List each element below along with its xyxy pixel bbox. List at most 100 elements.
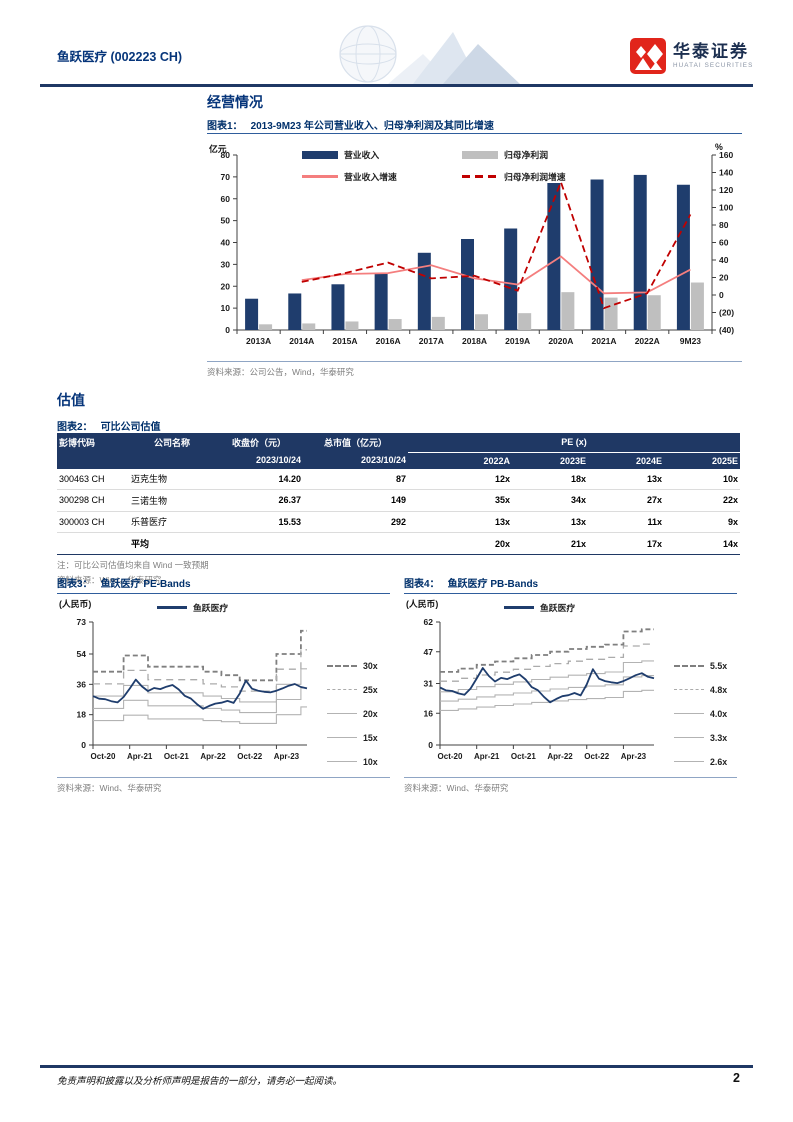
band-legend-item: 4.0x xyxy=(674,708,727,719)
fig3-block: 图表3： 鱼跃医疗 PE-Bands (人民币) 鱼跃医疗 0 18 36 54 73 Oc… xyxy=(57,575,390,793)
header-divider xyxy=(40,84,753,87)
y-tick-label: 36 xyxy=(77,679,87,689)
th-sub-7: 2025E xyxy=(664,452,741,469)
td-col-0: 300463 CH xyxy=(57,468,129,491)
right-tick-label: 160 xyxy=(719,150,733,160)
right-tick-label: (40) xyxy=(719,325,734,335)
band-label: 10x xyxy=(363,756,378,767)
legend-label: 营业收入增速 xyxy=(344,172,397,182)
td-avg-0 xyxy=(57,533,129,555)
x-tick-label: Oct-22 xyxy=(237,752,262,761)
revenue-bar xyxy=(633,174,647,330)
td-col-2: 15.53 xyxy=(215,511,303,534)
revenue-growth-line xyxy=(301,255,691,295)
right-tick-label: 80 xyxy=(719,220,729,230)
fig1-plot: 0 10 20 30 40 50 60 70 80 160 140 120 100 80 60 40 20 0 (2… xyxy=(221,150,735,346)
fig1-source: 资料来源：公司公告，Wind，华泰研究 xyxy=(207,367,354,377)
fig1-bottom-rule xyxy=(207,361,742,362)
td-col-5: 13x xyxy=(512,511,588,534)
th-company-name: 公司名称 xyxy=(129,433,215,452)
fig4-unit: (人民币) xyxy=(406,599,439,609)
td-col-0: 300003 CH xyxy=(57,511,129,534)
left-tick-label: 10 xyxy=(221,303,231,313)
band-label: 3.3x xyxy=(710,732,728,743)
x-tick-label: Oct-21 xyxy=(164,752,189,761)
stock-title: 鱼跃医疗 (002223 CH) xyxy=(57,50,183,64)
band-legend-item: 15x xyxy=(327,732,378,743)
table-row: 300003 CH 乐普医疗 15.53 292 13x 13x 11x 9x xyxy=(57,511,741,534)
netprofit-bar-swatch xyxy=(462,150,498,159)
fig1-caption-rule xyxy=(207,133,742,135)
band-line-swatch xyxy=(327,689,357,690)
netprofit-bar xyxy=(690,282,704,330)
netprofit-bar xyxy=(475,314,488,330)
band-legend-item: 2.6x xyxy=(674,756,727,767)
band-line-30x xyxy=(93,629,307,682)
y-tick-label: 16 xyxy=(424,708,434,718)
x-category-label: 2014A xyxy=(289,336,314,346)
netprofit-growth-line xyxy=(301,179,692,310)
fig2-caption: 图表2： 可比公司估值 xyxy=(57,418,161,433)
left-tick-label: 20 xyxy=(221,281,231,291)
th-sub-1 xyxy=(129,452,215,469)
band-line-swatch xyxy=(327,664,357,667)
fig1-legend-revenue-growth: 营业收入增速 xyxy=(302,170,397,183)
band-label: 2.6x xyxy=(710,756,728,767)
fig2-caption-title: 可比公司估值 xyxy=(100,422,161,433)
netprofit-bar xyxy=(518,313,532,330)
td-col-6: 11x xyxy=(588,511,664,534)
netprofit-bar xyxy=(388,319,402,330)
netprofit-growth-line-swatch xyxy=(462,175,498,178)
fig1-legend-revenue: 营业收入 xyxy=(302,148,379,161)
th-sub-3: 2023/10/24 xyxy=(303,452,408,469)
comparables-table-wrap: 彭博代码 公司名称 收盘价（元） 总市值（亿元） PE (x) 2023/10/24 202… xyxy=(57,433,741,586)
band-label: 4.8x xyxy=(710,684,728,695)
th-market-cap: 总市值（亿元） xyxy=(303,433,408,452)
fig4-legend: 鱼跃医疗 xyxy=(504,601,575,614)
netprofit-bar xyxy=(302,323,316,330)
left-tick-label: 40 xyxy=(221,238,231,248)
x-tick-label: Apr-22 xyxy=(200,752,226,761)
y-tick-label: 54 xyxy=(77,649,87,659)
brand-name: 华泰证券 xyxy=(673,41,749,61)
td-col-4: 13x xyxy=(408,511,512,534)
brand-logo: 华泰证券 HUATAI SECURITIES xyxy=(630,38,753,74)
th-close-price: 收盘价（元） xyxy=(215,433,303,452)
watermark-graphic xyxy=(339,25,520,84)
td-col-6: 27x xyxy=(588,489,664,512)
band-line-4.0x xyxy=(440,660,654,693)
x-tick-label: Oct-20 xyxy=(438,752,463,761)
x-tick-label: Apr-23 xyxy=(621,752,647,761)
revenue-bar xyxy=(676,184,690,330)
x-tick-label: Apr-23 xyxy=(274,752,300,761)
legend-label: 鱼跃医疗 xyxy=(540,603,576,613)
right-tick-label: 20 xyxy=(719,273,729,283)
td-avg-5: 21x xyxy=(570,538,586,549)
netprofit-bar xyxy=(259,324,273,330)
revenue-bar xyxy=(374,274,388,330)
band-legend-item: 4.8x xyxy=(674,684,727,695)
price-line-swatch xyxy=(157,606,187,609)
revenue-bar xyxy=(547,183,561,330)
page-number: 2 xyxy=(733,1071,740,1085)
band-line-swatch xyxy=(327,761,357,762)
right-tick-label: 140 xyxy=(719,168,733,178)
fig2-caption-label: 图表2： xyxy=(57,422,93,433)
fig1-caption-title: 2013-9M23 年公司营业收入、归母净利润及其同比增速 xyxy=(250,121,494,132)
fig1-caption-label: 图表1： xyxy=(207,121,243,132)
revenue-bar xyxy=(245,298,259,330)
fig3-source: 资料来源：Wind、华泰研究 xyxy=(57,783,162,793)
fig1-legend-netprofit: 归母净利润 xyxy=(462,148,548,161)
revenue-bar xyxy=(331,284,345,330)
band-line-20x xyxy=(93,668,307,703)
fig4-bottom-rule xyxy=(404,777,737,778)
price-line-swatch xyxy=(504,606,534,609)
x-category-label: 2017A xyxy=(419,336,444,346)
section-valuation: 估值 xyxy=(57,392,85,408)
th-sub-6: 2024E xyxy=(588,452,664,469)
td-avg-7: 14x xyxy=(722,538,739,549)
table-row: 300463 CH 迈克生物 14.20 87 12x 18x 13x 10x xyxy=(57,468,741,491)
fig4-caption-rule xyxy=(404,593,737,595)
td-col-3: 87 xyxy=(303,468,408,491)
band-line-swatch xyxy=(674,713,704,714)
